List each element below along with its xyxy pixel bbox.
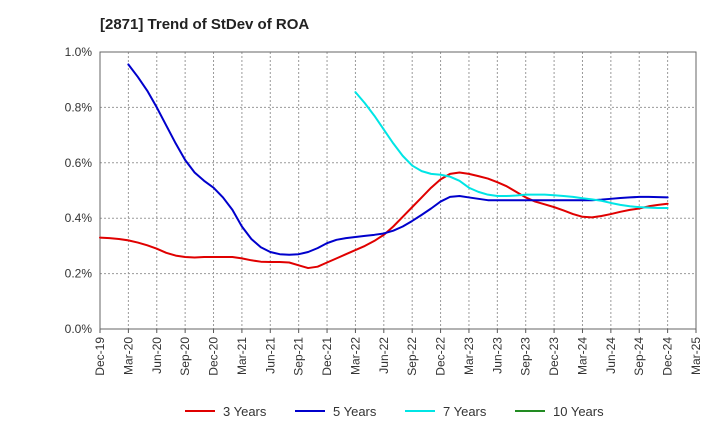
x-tick-label: Dec-20 <box>207 337 221 376</box>
x-tick-label: Dec-24 <box>661 337 675 376</box>
series-line-5-years <box>127 63 669 256</box>
y-tick-label: 0.2% <box>65 267 93 281</box>
series-line-3-years <box>99 171 669 270</box>
legend-label: 3 Years <box>223 404 267 419</box>
legend-label: 7 Years <box>443 404 487 419</box>
x-tick-label: Jun-22 <box>377 337 391 374</box>
x-tick-label: Jun-24 <box>604 337 618 374</box>
x-tick-label: Sep-24 <box>632 337 646 376</box>
y-tick-label: 0.6% <box>65 156 93 170</box>
series-line-7-years <box>354 91 669 209</box>
legend: 3 Years 5 Years 7 Years 10 Years <box>185 404 604 419</box>
legend-item-7-years: 7 Years <box>405 404 487 419</box>
x-tick-label: Jun-20 <box>150 337 164 374</box>
axes: 0.0% 0.2% 0.4% 0.6% 0.8% 1.0% Dec-19 Mar-20 Jun-… <box>65 45 703 376</box>
legend-label: 5 Years <box>333 404 377 419</box>
y-tick-label: 1.0% <box>65 45 93 59</box>
x-tick-label: Jun-21 <box>263 337 277 374</box>
series-lines <box>99 63 669 270</box>
y-tick-label: 0.4% <box>65 211 93 225</box>
x-tick-label: Jun-23 <box>490 337 504 374</box>
x-tick-label: Mar-21 <box>235 337 249 375</box>
legend-item-5-years: 5 Years <box>295 404 377 419</box>
x-tick-label: Dec-22 <box>434 337 448 376</box>
y-tick-label: 0.8% <box>65 100 93 114</box>
x-tick-label: Dec-19 <box>93 337 107 376</box>
x-tick-label: Sep-23 <box>519 337 533 376</box>
legend-item-10-years: 10 Years <box>515 404 604 419</box>
x-tick-label: Sep-20 <box>178 337 192 376</box>
plot-area <box>100 52 696 329</box>
x-tick-label: Mar-23 <box>462 337 476 375</box>
plot-frame <box>99 51 697 330</box>
x-tick-label: Sep-22 <box>405 337 419 376</box>
x-tick-label: Mar-25 <box>689 337 703 375</box>
x-tick-label: Dec-21 <box>320 337 334 376</box>
x-tick-label: Dec-23 <box>547 337 561 376</box>
y-tick-label: 0.0% <box>65 322 93 336</box>
x-tick-label: Mar-20 <box>121 337 135 375</box>
x-tick-label: Mar-24 <box>575 337 589 375</box>
chart-title: [2871] Trend of StDev of ROA <box>100 16 310 33</box>
legend-label: 10 Years <box>553 404 604 419</box>
x-tick-label: Mar-22 <box>348 337 362 375</box>
x-tick-label: Sep-21 <box>292 337 306 376</box>
legend-item-3-years: 3 Years <box>185 404 267 419</box>
